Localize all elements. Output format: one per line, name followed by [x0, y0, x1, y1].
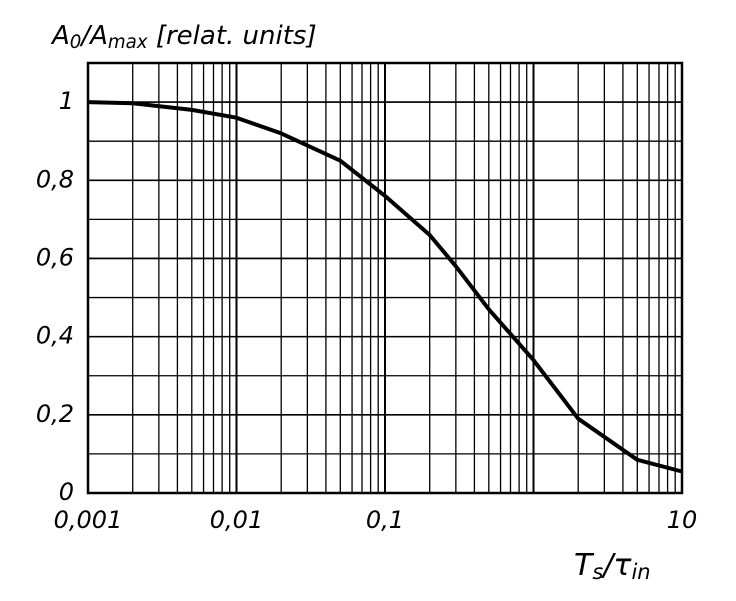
label-part: /A — [79, 21, 108, 51]
y-tick-label: 0,2 — [36, 400, 74, 428]
subscript: s — [592, 560, 603, 584]
curve — [87, 100, 683, 474]
y-tick-label: 1 — [59, 87, 74, 115]
label-part: [relat. units] — [148, 21, 317, 51]
x-label: Ts/τin — [574, 548, 651, 585]
plot-frame — [86, 61, 684, 495]
y-tick-label: 0,6 — [36, 243, 74, 271]
subscript: max — [108, 32, 148, 53]
y-tick-label: 0 — [59, 478, 74, 506]
x-tick-label: 0,1 — [366, 506, 404, 534]
label-part: /τ — [600, 548, 632, 583]
x-tick-label: 0,01 — [210, 506, 263, 534]
y-label: A0/Amax [relat. units] — [50, 21, 317, 54]
y-tick-label: 0,8 — [36, 165, 74, 193]
x-tick-label: 10 — [667, 506, 698, 534]
label-part: A — [50, 21, 70, 51]
subscript: 0 — [70, 32, 82, 53]
y-tick-label: 0,4 — [36, 322, 74, 350]
x-tick-label: 0,001 — [54, 506, 123, 534]
subscript: in — [631, 560, 650, 584]
label-part: T — [574, 548, 595, 583]
